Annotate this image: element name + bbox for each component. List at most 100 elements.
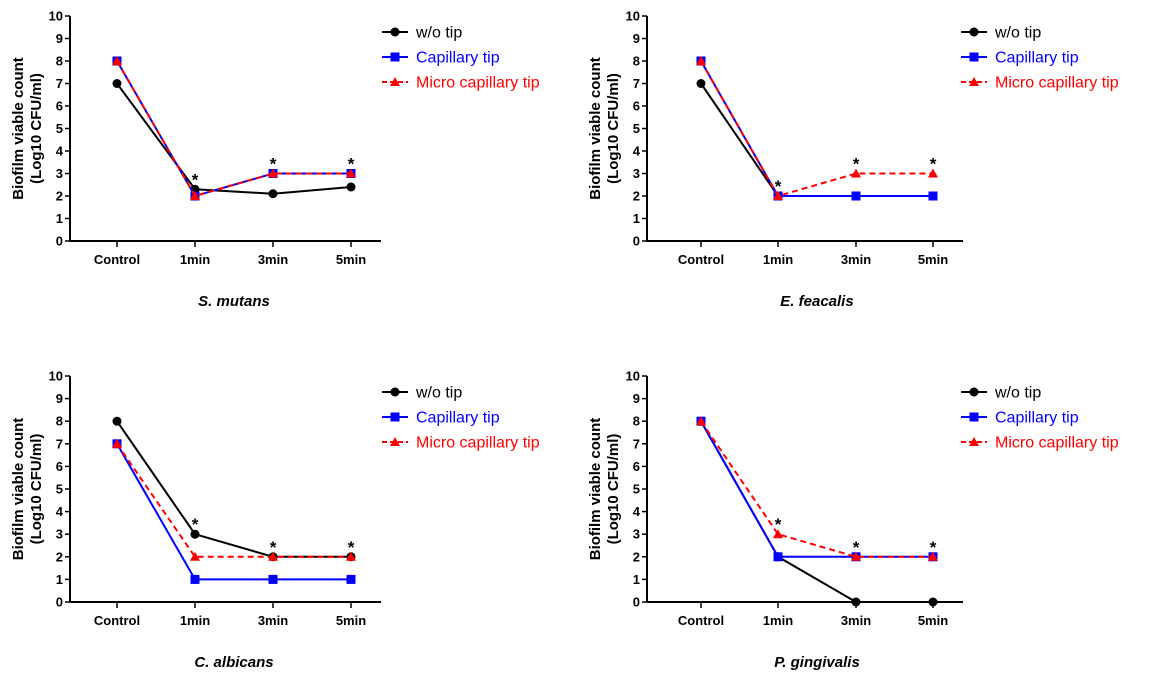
data-point: [773, 529, 783, 539]
chart-title: S. mutans: [198, 293, 270, 310]
series-line-capillary-tip: [116, 443, 351, 581]
data-point: [268, 189, 278, 199]
y-tick-label: 4: [633, 504, 641, 519]
significance-marker: *: [775, 515, 782, 534]
y-tick-label: 2: [633, 189, 640, 204]
legend-marker: [390, 387, 400, 397]
series-line-capillary-tip: [700, 420, 933, 558]
x-tick-label: 3min: [258, 613, 288, 628]
chart-title: C. albicans: [194, 654, 273, 671]
y-tick-label: 1: [633, 211, 640, 226]
data-point: [112, 416, 122, 426]
data-point: [190, 551, 200, 561]
chart-title: E. feacalis: [780, 293, 853, 310]
y-tick-label: 5: [56, 121, 63, 136]
legend-marker: [390, 27, 400, 37]
significance-marker: *: [192, 170, 199, 189]
data-point: [928, 168, 938, 178]
y-tick-label: 6: [56, 459, 63, 474]
y-axis-label: (Log10 CFU/ml): [28, 434, 45, 545]
y-tick-label: 6: [633, 99, 640, 114]
x-tick-label: 3min: [258, 252, 288, 267]
data-point: [268, 574, 278, 584]
data-point: [696, 56, 706, 65]
y-tick-label: 2: [56, 189, 63, 204]
x-tick-label: 1min: [763, 252, 793, 267]
y-tick-label: 3: [633, 527, 640, 542]
series-line-w-o-tip: [116, 420, 351, 558]
y-tick-label: 8: [633, 414, 640, 429]
legend-marker: [969, 412, 979, 422]
y-tick-label: 10: [626, 369, 640, 384]
y-tick-label: 10: [626, 9, 640, 24]
significance-marker: *: [853, 538, 860, 557]
data-point: [346, 574, 356, 584]
y-axis-label: (Log10 CFU/ml): [605, 434, 622, 545]
x-tick-label: 1min: [180, 613, 210, 628]
y-tick-label: 8: [56, 54, 63, 69]
y-axis-label: Biofilm viable count: [587, 57, 604, 200]
y-tick-label: 6: [633, 459, 640, 474]
data-point: [696, 416, 706, 426]
y-tick-label: 0: [633, 595, 640, 610]
y-tick-label: 3: [56, 166, 63, 181]
y-axis-label: Biofilm viable count: [587, 418, 604, 561]
series-line-micro-capillary-tip: [116, 443, 351, 558]
chart-panel-3: 0 1 2 3 4 5 6 7 8 9 10 Control 1min 3min 5min Biofilm v…: [10, 369, 540, 672]
data-point: [112, 79, 122, 88]
legend-label: w/o tip: [415, 385, 462, 402]
data-point: [928, 191, 938, 201]
y-tick-label: 0: [56, 595, 63, 610]
x-tick-label: Control: [678, 613, 724, 628]
series-line-w-o-tip: [700, 420, 933, 603]
y-axis-label: Biofilm viable count: [10, 418, 27, 561]
y-tick-label: 8: [633, 54, 640, 69]
legend-label: Micro capillary tip: [416, 75, 540, 92]
series-line-micro-capillary-tip: [116, 60, 351, 198]
series-line-micro-capillary-tip: [700, 60, 933, 198]
y-tick-label: 0: [633, 234, 640, 249]
chart-title: P. gingivalis: [774, 654, 860, 671]
y-tick-label: 9: [633, 391, 640, 406]
data-point: [773, 552, 783, 562]
x-tick-label: 1min: [763, 613, 793, 628]
y-tick-label: 6: [56, 99, 63, 114]
data-point: [190, 574, 200, 584]
y-tick-label: 9: [56, 391, 63, 406]
y-tick-label: 1: [56, 211, 63, 226]
x-tick-label: 1min: [180, 252, 210, 267]
data-point: [112, 56, 122, 65]
data-point: [696, 79, 706, 88]
legend-label: w/o tip: [994, 385, 1041, 402]
legend-label: Micro capillary tip: [995, 75, 1119, 92]
y-tick-label: 4: [633, 144, 641, 159]
data-point: [928, 597, 938, 607]
data-point: [346, 182, 356, 192]
legend-label: Capillary tip: [416, 410, 500, 427]
y-tick-label: 5: [633, 482, 640, 497]
y-tick-label: 9: [56, 31, 63, 46]
legend-marker: [969, 52, 979, 62]
legend-marker: [969, 387, 979, 397]
legend-marker: [390, 52, 400, 62]
x-tick-label: Control: [94, 252, 140, 267]
y-tick-label: 7: [633, 436, 640, 451]
legend-label: Capillary tip: [995, 410, 1079, 427]
y-tick-label: 10: [49, 369, 63, 384]
significance-marker: *: [348, 155, 355, 174]
data-point: [346, 551, 356, 561]
y-tick-label: 5: [633, 121, 640, 136]
series-line-micro-capillary-tip: [700, 420, 933, 558]
legend-label: w/o tip: [415, 25, 462, 42]
y-tick-label: 3: [633, 166, 640, 181]
x-tick-label: Control: [678, 252, 724, 267]
y-tick-label: 7: [56, 436, 63, 451]
series-line-w-o-tip: [700, 82, 933, 197]
data-point: [268, 168, 278, 178]
significance-marker: *: [348, 538, 355, 557]
y-tick-label: 9: [633, 31, 640, 46]
significance-marker: *: [775, 177, 782, 196]
y-axis-label: Biofilm viable count: [10, 57, 27, 200]
data-point: [928, 551, 938, 561]
data-point: [851, 191, 861, 201]
